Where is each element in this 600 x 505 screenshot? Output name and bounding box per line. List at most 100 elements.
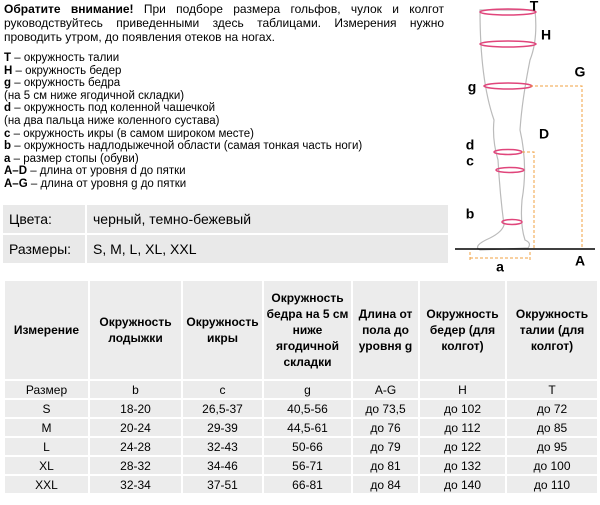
header-cell: Окружность талии (для колгот) [505,279,599,381]
table-cell: до 95 [505,436,599,457]
label: c [466,153,474,169]
table-cell: 20-24 [88,417,183,438]
legend-key: g [4,77,12,90]
legend: T – окружность талии H – окружность бедер… [4,52,454,191]
info-cell: S, M, L, XL, XXL [86,234,448,265]
table-cell: 32-43 [181,436,264,457]
table-row: S 18-20 26,5-37 40,5-56 до 73,5 до 102 до 72 [3,398,599,419]
legend-key: d [4,102,12,115]
table-cell: Размер [3,379,90,400]
table-cell: 34-46 [181,455,264,476]
header-cell: Измерение [3,279,90,381]
legend-key: H [4,64,13,77]
table-cell: 37-51 [181,474,264,495]
legend-key: T [4,52,12,64]
legend-text: (на два пальца ниже коленного сустава) [4,114,220,127]
table-cell: до 76 [351,417,420,438]
table-cell: до 132 [418,455,507,476]
table-cell: XXL [3,474,90,495]
ring [501,218,523,226]
intro: Обратите внимание! При подборе размера г… [4,2,444,44]
label: g [468,79,477,95]
label: T [530,0,539,14]
table-cell: 44,5-61 [262,417,353,438]
legend-key: b [4,140,12,153]
table-cell: до 84 [351,474,420,495]
header-cell: Окружность бедра на 5 см ниже ягодичной … [262,279,353,381]
table-cell: L [3,436,90,457]
ring [479,40,537,48]
table-cell: 32-34 [88,474,183,495]
intro-text: При подборе размера гольфов, чулок и кол… [4,2,445,44]
table-cell: до 85 [505,417,599,438]
legend-text: – длина от уровня d до пятки [27,165,186,178]
legend-line: d – окружность под коленной чашечкой [4,102,454,115]
table-cell: до 100 [505,455,599,476]
legend-text: – размер стопы (обуви) [10,152,139,165]
table-row: L 24-28 32-43 50-66 до 79 до 122 до 95 [3,436,599,457]
info-cell: черный, темно-бежевый [86,205,448,235]
table-cell: 56-71 [262,455,353,476]
legend-text: – окружность бедра [11,77,121,90]
table-cell: до 122 [418,436,507,457]
table-cell: 18-20 [88,398,183,419]
legend-line: (на 5 см ниже ягодичной складки) [4,90,454,103]
table-cell: T [505,379,599,400]
legend-line: H – окружность бедер [4,65,454,78]
legend-line: A–G – длина от уровня g до пятки [4,178,454,191]
table-cell: до 110 [505,474,599,495]
label: G [575,64,586,80]
ring [493,148,523,156]
dim-line [522,151,535,248]
table-cell: 28-32 [88,455,183,476]
table-row: M 20-24 29-39 44,5-61 до 76 до 112 до 85 [3,417,599,438]
table-cell: 29-39 [181,417,264,438]
legend-line: T – окружность талии [4,52,454,65]
info-cell: Цвета: [3,205,87,235]
table-cell: 66-81 [262,474,353,495]
legend-line: g – окружность бедра [4,77,454,90]
legend-text: – окружность бедер [12,64,122,77]
table-row: XL 28-32 34-46 56-71 до 81 до 132 до 100 [3,455,599,476]
table-cell: до 112 [418,417,507,438]
intro-lead: Обратите внимание! [4,2,134,16]
label: a [496,259,504,275]
dim-line [530,85,583,248]
header-cell: Окружность бедер (для колгот) [418,279,507,381]
table-cell: A-G [351,379,420,400]
table-cell: 40,5-56 [262,398,353,419]
legend-text: – длина от уровня g до пятки [27,177,187,190]
legend-line: A–D – длина от уровня d до пятки [4,165,454,178]
ring [479,8,537,16]
table-cell: S [3,398,90,419]
label: H [541,27,551,43]
label: b [466,206,475,222]
legend-line: c – окружность икры (в самом широком мес… [4,128,454,141]
info-table: Цвета: черный, темно-бежевый Размеры: S, M,… [3,205,448,265]
size-table: Измерение Окружность лодыжки Окружность ик… [3,279,599,495]
table-cell: M [3,417,90,438]
info-row: Размеры: S, M, L, XL, XXL [3,234,448,265]
table-cell: XL [3,455,90,476]
header-row: Измерение Окружность лодыжки Окружность ик… [3,279,599,381]
legend-line: b – окружность надлодыжечной области (са… [4,140,454,153]
legend-key: a [4,152,11,165]
table-cell: b [88,379,183,400]
table-cell: 50-66 [262,436,353,457]
leg-outline [477,9,537,251]
table-cell: H [418,379,507,400]
table-cell: до 73,5 [351,398,420,419]
table-cell: до 102 [418,398,507,419]
header-cell: Окружность лодыжки [88,279,183,381]
header-cell: Окружность икры [181,279,264,381]
table-cell: до 140 [418,474,507,495]
header-cell: Длина от пола до уровня g [351,279,420,381]
table-cell: c [181,379,264,400]
legend-text: – окружность икры (в самом широком месте… [10,127,254,140]
legend-line: a – размер стопы (обуви) [4,153,454,166]
info-row: Цвета: черный, темно-бежевый [3,205,448,235]
legend-text: – окружность надлодыжечной области (сама… [11,140,363,153]
table-cell: 24-28 [88,436,183,457]
table-cell: до 79 [351,436,420,457]
